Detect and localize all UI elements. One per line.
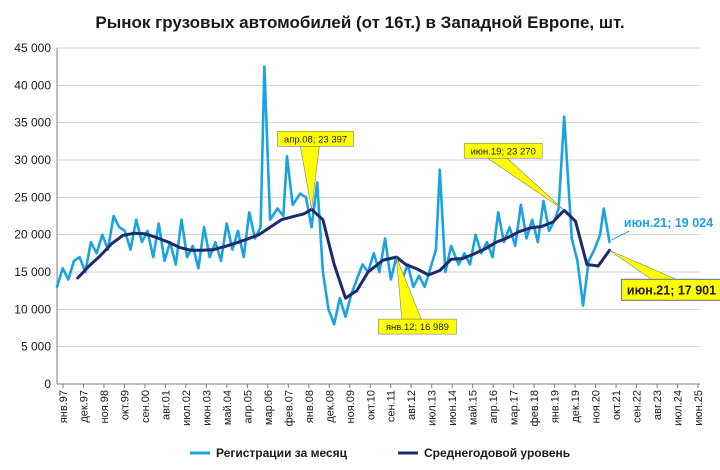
x-tick-label: май.15 — [468, 390, 480, 425]
x-tick-label: авг.12 — [406, 390, 418, 420]
x-tick-label: апр.16 — [488, 390, 500, 423]
y-tick-label: 35 000 — [14, 116, 51, 130]
legend-label: Среднегодовой уровень — [424, 446, 570, 460]
x-tick-label: янв.19 — [550, 390, 562, 423]
y-axis-ticks: 0 5 000 10 000 15 000 20 000 25 000 30 000 35 0… — [14, 41, 51, 391]
callout-label: июн.21; 17 901 — [627, 283, 716, 297]
x-tick-label: июл.13 — [427, 390, 439, 426]
x-tick-label: май.04 — [222, 390, 234, 425]
x-tick-label: сен.22 — [632, 390, 644, 423]
x-tick-label: июн.03 — [201, 390, 213, 426]
axes — [56, 48, 700, 385]
legend-item-1: Среднегодовой уровень — [398, 446, 570, 460]
y-tick-label: 45 000 — [14, 41, 51, 55]
x-tick-label: июн.14 — [447, 390, 459, 426]
x-tick-label: ноя.98 — [99, 390, 111, 423]
callout-label: июн.19; 23 270 — [471, 146, 536, 157]
callout-label: апр.08; 23 397 — [284, 134, 347, 145]
callout-leader — [611, 230, 630, 241]
x-tick-label: окт.10 — [365, 390, 377, 420]
x-tick-label: окт.21 — [611, 390, 623, 420]
x-tick-label: июл.02 — [181, 390, 193, 426]
series-line-monthly — [55, 65, 611, 326]
chart-title: Рынок грузовых автомобилей (от 16т.) в З… — [95, 13, 624, 32]
x-tick-label: ноя.20 — [591, 390, 603, 423]
x-tick-label: дек.19 — [570, 390, 582, 423]
x-tick-label: дек.08 — [324, 390, 336, 423]
x-tick-label: фев.18 — [529, 390, 541, 426]
y-tick-label: 10 000 — [14, 302, 51, 316]
x-tick-label: авг.01 — [160, 390, 172, 420]
callout-label: июн.21; 19 024 — [624, 216, 713, 230]
x-tick-label: ноя.09 — [345, 390, 357, 423]
callout-0: апр.08; 23 397 — [277, 131, 354, 210]
callout-box — [620, 278, 720, 301]
annotations: апр.08; 23 397 янв.12; 16 989 июн.19; 23 2… — [277, 131, 720, 335]
callout-4: июн.21; 19 024 — [611, 214, 713, 241]
x-tick-label: фев.07 — [283, 390, 295, 426]
x-tick-label: июн.25 — [693, 390, 705, 426]
x-tick-label: янв.97 — [58, 390, 70, 423]
x-tick-label: сен.00 — [140, 390, 152, 423]
x-tick-label: июл.24 — [673, 390, 685, 426]
callout-box — [277, 131, 354, 147]
y-tick-label: 15 000 — [14, 265, 51, 279]
legend-label: Регистрации за месяц — [216, 446, 348, 460]
x-tick-label: авг.23 — [652, 390, 664, 420]
y-tick-label: 20 000 — [14, 228, 51, 242]
legend: Регистрации за месяц Среднегодовой уровен… — [190, 446, 570, 460]
callout-2: июн.19; 23 270 — [463, 142, 565, 211]
callout-label: янв.12; 16 989 — [386, 322, 449, 333]
callout-box — [463, 142, 543, 159]
series-line-annual — [76, 207, 611, 300]
series — [55, 65, 611, 326]
callout-3: июн.21; 17 901 — [609, 250, 720, 301]
x-tick-label: янв.08 — [304, 390, 316, 423]
x-tick-label: мар.06 — [263, 390, 275, 425]
gridlines — [57, 47, 700, 385]
y-tick-label: 25 000 — [14, 190, 51, 204]
callout-1: янв.12; 16 989 — [378, 257, 457, 335]
callout-box — [625, 214, 712, 231]
x-axis-ticks: янв.97 дек.97 ноя.98 окт.99 сен.00 авг.01 июл.… — [58, 384, 705, 426]
x-tick-label: дек.97 — [78, 390, 90, 423]
y-tick-label: 0 — [44, 377, 51, 391]
callout-box — [378, 318, 457, 335]
x-tick-label: апр.05 — [242, 390, 254, 423]
legend-item-0: Регистрации за месяц — [190, 446, 348, 460]
x-tick-label: окт.99 — [119, 390, 131, 420]
x-tick-label: сен.11 — [386, 390, 398, 422]
y-tick-label: 30 000 — [14, 153, 51, 167]
x-tick-label: мар.17 — [509, 390, 521, 425]
y-tick-label: 5 000 — [21, 340, 51, 354]
y-tick-label: 40 000 — [14, 78, 51, 92]
